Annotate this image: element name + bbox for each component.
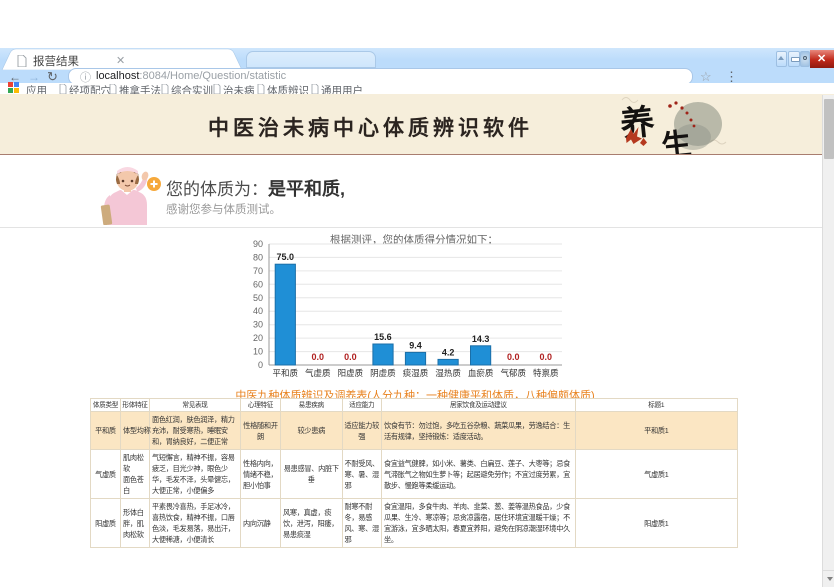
svg-text:平和质: 平和质 (273, 368, 299, 378)
svg-text:湿热质: 湿热质 (435, 368, 461, 378)
svg-text:40: 40 (253, 306, 263, 316)
svg-text:气虚质: 气虚质 (305, 368, 331, 378)
svg-text:痰湿质: 痰湿质 (403, 368, 429, 378)
svg-text:0.0: 0.0 (312, 352, 325, 362)
svg-text:0.0: 0.0 (507, 352, 520, 362)
svg-text:14.3: 14.3 (472, 334, 490, 344)
svg-text:15.6: 15.6 (374, 332, 392, 342)
svg-text:0: 0 (258, 360, 263, 370)
svg-text:10: 10 (253, 347, 263, 357)
svg-text:特禀质: 特禀质 (533, 368, 559, 378)
svg-text:气郁质: 气郁质 (500, 368, 526, 378)
svg-text:90: 90 (253, 239, 263, 249)
svg-text:阳虚质: 阳虚质 (338, 368, 364, 378)
svg-text:60: 60 (253, 279, 263, 289)
svg-text:9.4: 9.4 (409, 340, 422, 350)
svg-text:生: 生 (660, 128, 693, 155)
svg-text:0.0: 0.0 (344, 352, 357, 362)
svg-text:血瘀质: 血瘀质 (468, 368, 494, 378)
svg-text:80: 80 (253, 252, 263, 262)
svg-text:4.2: 4.2 (442, 347, 455, 357)
svg-text:0.0: 0.0 (539, 352, 552, 362)
svg-text:20: 20 (253, 333, 263, 343)
svg-text:75.0: 75.0 (277, 252, 295, 262)
svg-text:50: 50 (253, 293, 263, 303)
svg-text:30: 30 (253, 320, 263, 330)
svg-text:阴虚质: 阴虚质 (370, 368, 396, 378)
svg-text:70: 70 (253, 266, 263, 276)
